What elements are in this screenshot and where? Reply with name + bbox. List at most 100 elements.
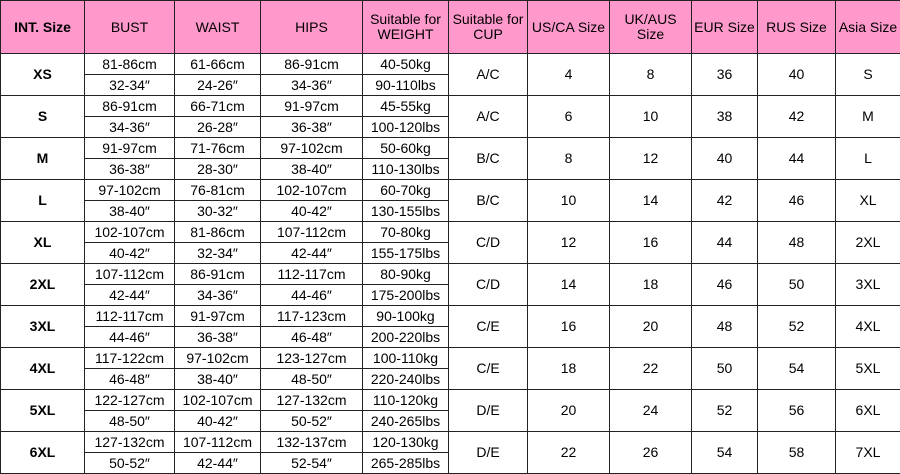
bust-cm-cell: 81-86cm (85, 54, 175, 75)
weight-cm-cell: 90-100kg (363, 306, 449, 327)
size-cell: M (1, 138, 85, 180)
hips-alt-cell: 50-52″ (261, 411, 363, 432)
waist-alt-cell: 36-38″ (175, 327, 261, 348)
hips-alt-cell: 48-50″ (261, 369, 363, 390)
rus-cell: 56 (758, 390, 836, 432)
cup-cell: B/C (449, 138, 528, 180)
waist-cm-cell: 91-97cm (175, 306, 261, 327)
size-cell: 3XL (1, 306, 85, 348)
header-eur: EUR Size (692, 1, 758, 54)
cup-cell: C/D (449, 222, 528, 264)
asia-cell: 7XL (836, 432, 900, 474)
bust-alt-cell: 50-52″ (85, 453, 175, 474)
weight-alt-cell: 265-285lbs (363, 453, 449, 474)
cup-cell: B/C (449, 180, 528, 222)
uk-cell: 16 (610, 222, 692, 264)
weight-alt-cell: 110-130lbs (363, 159, 449, 180)
asia-cell: XL (836, 180, 900, 222)
waist-alt-cell: 40-42″ (175, 411, 261, 432)
header-waist: WAIST (175, 1, 261, 54)
rus-cell: 46 (758, 180, 836, 222)
eur-cell: 44 (692, 222, 758, 264)
weight-cm-cell: 120-130kg (363, 432, 449, 453)
weight-cm-cell: 40-50kg (363, 54, 449, 75)
uk-cell: 24 (610, 390, 692, 432)
waist-cm-cell: 81-86cm (175, 222, 261, 243)
hips-alt-cell: 36-38″ (261, 117, 363, 138)
eur-cell: 54 (692, 432, 758, 474)
hips-cm-cell: 97-102cm (261, 138, 363, 159)
weight-cm-cell: 50-60kg (363, 138, 449, 159)
bust-alt-cell: 44-46″ (85, 327, 175, 348)
bust-cm-cell: 122-127cm (85, 390, 175, 411)
rus-cell: 40 (758, 54, 836, 96)
hips-cm-cell: 117-123cm (261, 306, 363, 327)
eur-cell: 38 (692, 96, 758, 138)
waist-cm-cell: 66-71cm (175, 96, 261, 117)
size-cell: 5XL (1, 390, 85, 432)
waist-cm-cell: 107-112cm (175, 432, 261, 453)
asia-cell: M (836, 96, 900, 138)
eur-cell: 52 (692, 390, 758, 432)
uk-cell: 22 (610, 348, 692, 390)
hips-cm-cell: 86-91cm (261, 54, 363, 75)
cup-cell: C/E (449, 306, 528, 348)
header-rus: RUS Size (758, 1, 836, 54)
eur-cell: 48 (692, 306, 758, 348)
waist-cm-cell: 71-76cm (175, 138, 261, 159)
bust-cm-cell: 127-132cm (85, 432, 175, 453)
bust-alt-cell: 42-44″ (85, 285, 175, 306)
us-cell: 16 (528, 306, 610, 348)
hips-alt-cell: 38-40″ (261, 159, 363, 180)
hips-cm-cell: 132-137cm (261, 432, 363, 453)
size-cell: XL (1, 222, 85, 264)
weight-cm-cell: 70-80kg (363, 222, 449, 243)
us-cell: 10 (528, 180, 610, 222)
header-weight: Suitable for WEIGHT (363, 1, 449, 54)
hips-cm-cell: 112-117cm (261, 264, 363, 285)
bust-cm-cell: 117-122cm (85, 348, 175, 369)
header-us-ca: US/CA Size (528, 1, 610, 54)
eur-cell: 46 (692, 264, 758, 306)
bust-cm-cell: 112-117cm (85, 306, 175, 327)
waist-cm-cell: 86-91cm (175, 264, 261, 285)
weight-cm-cell: 110-120kg (363, 390, 449, 411)
waist-cm-cell: 61-66cm (175, 54, 261, 75)
weight-alt-cell: 200-220lbs (363, 327, 449, 348)
hips-alt-cell: 44-46″ (261, 285, 363, 306)
rus-cell: 44 (758, 138, 836, 180)
waist-alt-cell: 38-40″ (175, 369, 261, 390)
us-cell: 8 (528, 138, 610, 180)
eur-cell: 50 (692, 348, 758, 390)
hips-alt-cell: 40-42″ (261, 201, 363, 222)
rus-cell: 48 (758, 222, 836, 264)
cup-cell: C/D (449, 264, 528, 306)
us-cell: 14 (528, 264, 610, 306)
rus-cell: 54 (758, 348, 836, 390)
eur-cell: 42 (692, 180, 758, 222)
hips-alt-cell: 52-54″ (261, 453, 363, 474)
header-asia: Asia Size (836, 1, 900, 54)
uk-cell: 12 (610, 138, 692, 180)
waist-alt-cell: 26-28″ (175, 117, 261, 138)
bust-alt-cell: 46-48″ (85, 369, 175, 390)
asia-cell: 2XL (836, 222, 900, 264)
weight-alt-cell: 175-200lbs (363, 285, 449, 306)
bust-cm-cell: 91-97cm (85, 138, 175, 159)
us-cell: 4 (528, 54, 610, 96)
bust-alt-cell: 32-34″ (85, 75, 175, 96)
cup-cell: D/E (449, 432, 528, 474)
us-cell: 20 (528, 390, 610, 432)
rus-cell: 58 (758, 432, 836, 474)
uk-cell: 20 (610, 306, 692, 348)
hips-cm-cell: 107-112cm (261, 222, 363, 243)
